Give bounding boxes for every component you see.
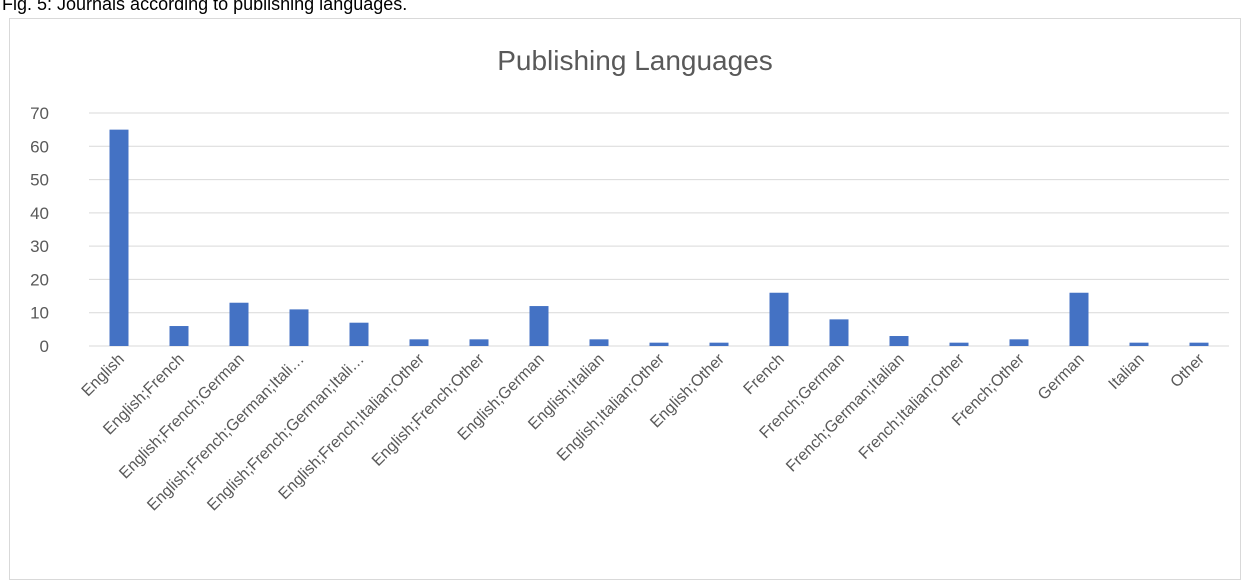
x-category-label: English;Italian;Other — [554, 350, 668, 464]
x-category-label: German — [1035, 351, 1088, 404]
bar — [410, 339, 429, 346]
x-category-label: English — [79, 351, 128, 400]
bar — [350, 323, 369, 346]
x-category-label: French;Italian;Other — [856, 350, 968, 462]
bar — [950, 343, 969, 346]
bar — [1130, 343, 1149, 346]
bars — [110, 130, 1209, 346]
chart-title: Publishing Languages — [497, 45, 773, 76]
bar — [110, 130, 129, 346]
y-tick-label: 10 — [30, 304, 49, 323]
bar — [710, 343, 729, 346]
gridlines — [89, 113, 1229, 346]
y-tick-label: 40 — [30, 204, 49, 223]
bar — [890, 336, 909, 346]
x-axis-categories: EnglishEnglish;FrenchEnglish;French;Germ… — [79, 350, 1209, 514]
bar — [590, 339, 609, 346]
x-category-label: English;French;German — [116, 351, 247, 482]
x-category-label: Other — [1168, 350, 1209, 391]
x-category-label: French;German;Italian — [783, 351, 908, 476]
x-category-label: English;French;Other — [369, 350, 488, 469]
bar — [230, 303, 249, 346]
y-tick-label: 70 — [30, 104, 49, 123]
y-tick-label: 30 — [30, 237, 49, 256]
bar — [830, 319, 849, 346]
bar — [770, 293, 789, 346]
x-category-label: French — [741, 351, 788, 398]
y-axis-ticks: 0 10 20 30 40 50 60 70 — [30, 104, 49, 356]
bar — [1010, 339, 1029, 346]
bar — [530, 306, 549, 346]
y-tick-label: 0 — [40, 337, 49, 356]
bar — [1070, 293, 1089, 346]
bar — [470, 339, 489, 346]
x-category-label: Italian — [1106, 351, 1148, 393]
bar — [1190, 343, 1209, 346]
bar — [170, 326, 189, 346]
y-tick-label: 50 — [30, 171, 49, 190]
y-tick-label: 20 — [30, 270, 49, 289]
bar — [650, 343, 669, 346]
y-tick-label: 60 — [30, 137, 49, 156]
bar — [290, 309, 309, 346]
